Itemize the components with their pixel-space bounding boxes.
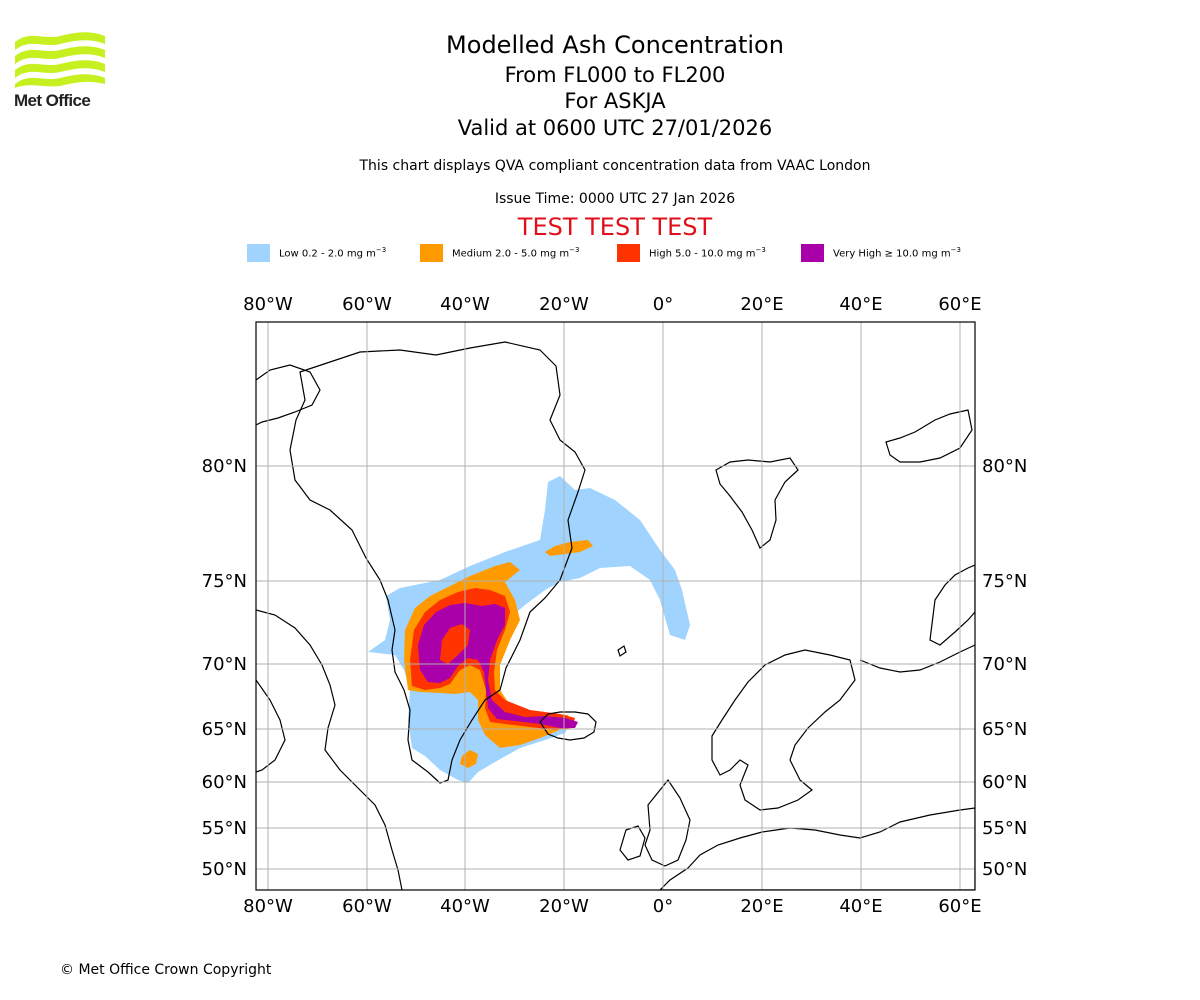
ash-area-medium-patch-1 <box>545 540 593 556</box>
logo-text: Met Office <box>14 91 91 110</box>
ash-area-low <box>368 476 690 783</box>
legend-item-very-high: Very High ≥ 10.0 mg m−3 <box>801 244 961 262</box>
jan-mayen-coast <box>617 645 627 657</box>
lon-label-top-80w: 80°W <box>243 294 293 315</box>
legend-swatch-medium <box>420 244 443 262</box>
lon-label-top-40e: 40°E <box>839 294 882 315</box>
legend-item-high: High 5.0 - 10.0 mg m−3 <box>617 244 766 262</box>
qva-note: This chart displays QVA compliant concen… <box>359 158 871 174</box>
lat-label-left-80n: 80°N <box>202 456 247 477</box>
lat-label-left-65n: 65°N <box>202 719 247 740</box>
legend-swatch-very-high <box>801 244 824 262</box>
lat-label-left-50n: 50°N <box>202 859 247 880</box>
lat-label-right-55n: 55°N <box>982 818 1027 839</box>
lon-label-bottom-40e: 40°E <box>839 896 882 917</box>
lon-label-top-60w: 60°W <box>342 294 392 315</box>
franz-josef-coast <box>885 409 973 463</box>
coastlines <box>256 341 975 890</box>
lon-label-top-0: 0° <box>653 294 673 315</box>
legend-item-low: Low 0.2 - 2.0 mg m−3 <box>247 244 386 262</box>
lon-label-bottom-20w: 20°W <box>539 896 589 917</box>
baffin-coast <box>256 679 286 773</box>
lon-label-bottom-60e: 60°E <box>938 896 981 917</box>
copyright: © Met Office Crown Copyright <box>60 962 272 978</box>
lat-label-right-75n: 75°N <box>982 571 1027 592</box>
map-frame <box>255 321 976 891</box>
canada-coast <box>256 609 403 890</box>
ash-area-high-core <box>440 624 470 664</box>
lat-label-left-70n: 70°N <box>202 654 247 675</box>
legend-label-very-high: Very High ≥ 10.0 mg m−3 <box>833 246 961 260</box>
ireland-coast <box>619 825 646 861</box>
met-office-wave-icon <box>15 32 105 88</box>
lat-label-left-60n: 60°N <box>202 772 247 793</box>
lon-label-bottom-20e: 20°E <box>740 896 783 917</box>
lat-label-right-70n: 70°N <box>982 654 1027 675</box>
lon-label-bottom-0: 0° <box>653 896 673 917</box>
lon-label-top-60e: 60°E <box>938 294 981 315</box>
lat-label-left-55n: 55°N <box>202 818 247 839</box>
lon-label-top-40w: 40°W <box>440 294 490 315</box>
lat-label-right-65n: 65°N <box>982 719 1027 740</box>
lat-label-right-60n: 60°N <box>982 772 1027 793</box>
graticule <box>256 322 975 890</box>
legend-swatch-low <box>247 244 270 262</box>
british-isles-coast <box>644 778 691 867</box>
lat-label-left-75n: 75°N <box>202 571 247 592</box>
legend-label-high: High 5.0 - 10.0 mg m−3 <box>649 246 766 260</box>
europe-coast <box>659 807 975 890</box>
iceland-coast <box>539 711 597 741</box>
legend-label-low: Low 0.2 - 2.0 mg m−3 <box>279 246 387 260</box>
novaya-zemlya-coast <box>929 564 975 646</box>
lon-label-bottom-60w: 60°W <box>342 896 392 917</box>
flight-levels: From FL000 to FL200 <box>504 63 726 87</box>
issue-time: Issue Time: 0000 UTC 27 Jan 2026 <box>494 191 736 207</box>
legend-label-medium: Medium 2.0 - 5.0 mg m−3 <box>452 246 580 260</box>
lon-label-bottom-40w: 40°W <box>440 896 490 917</box>
lon-label-top-20e: 20°E <box>740 294 783 315</box>
scandinavia-coast <box>711 649 856 811</box>
greenland-coast <box>289 341 586 784</box>
met-office-logo: Met Office <box>14 30 114 116</box>
lat-label-right-80n: 80°N <box>982 456 1027 477</box>
lon-label-bottom-80w: 80°W <box>243 896 293 917</box>
svalbard-coast <box>715 457 799 549</box>
test-banner: TEST TEST TEST <box>517 213 713 241</box>
valid-time: Valid at 0600 UTC 27/01/2026 <box>457 116 773 140</box>
russia-coast <box>859 644 975 673</box>
volcano-name: For ASKJA <box>564 89 666 113</box>
lon-label-top-20w: 20°W <box>539 294 589 315</box>
arctic-islands-coast <box>256 364 321 426</box>
chart-title: Modelled Ash Concentration <box>446 31 784 59</box>
legend-swatch-high <box>617 244 640 262</box>
legend-item-medium: Medium 2.0 - 5.0 mg m−3 <box>420 244 579 262</box>
lat-label-right-50n: 50°N <box>982 859 1027 880</box>
